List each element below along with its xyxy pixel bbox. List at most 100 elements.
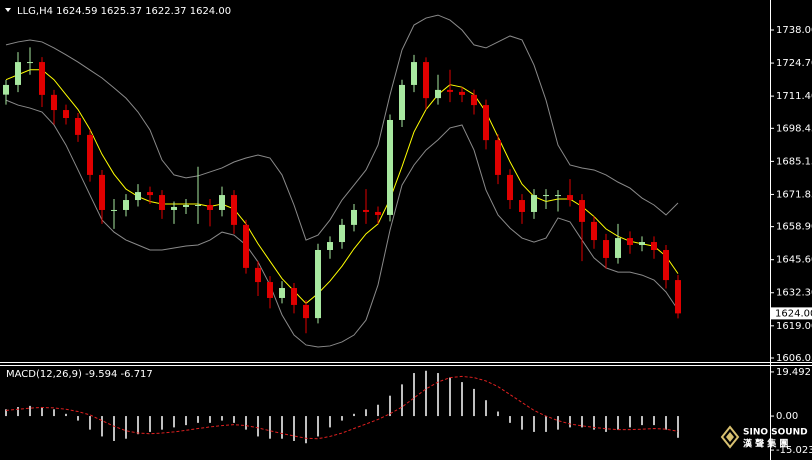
histogram-bar (581, 416, 583, 428)
candle-body (87, 134, 93, 175)
y-tick-label: 19.492 (776, 367, 811, 378)
histogram-bar (161, 416, 163, 430)
histogram-bar (317, 416, 319, 437)
candle-body (435, 89, 441, 99)
candle-body (675, 280, 681, 314)
histogram-bar (233, 416, 235, 423)
histogram-bar (413, 373, 415, 417)
candle-body (207, 204, 213, 210)
candle-body (639, 242, 645, 246)
y-tick-label: 1685.15 (776, 156, 812, 167)
indicator-line (5, 14, 679, 241)
menu-triangle (5, 8, 11, 12)
candle-body (459, 91, 465, 95)
y-tick-label: 1724.70 (776, 58, 812, 69)
candle-body (399, 84, 405, 120)
candle-body (567, 195, 573, 201)
candle-body (39, 62, 45, 95)
candle-body (51, 94, 57, 111)
histogram-bar (485, 400, 487, 417)
last-price-label: 1624.00 (775, 308, 812, 319)
histogram-bar (257, 416, 259, 437)
candle-body (591, 221, 597, 241)
histogram-bar (677, 416, 679, 438)
candle-body (111, 209, 117, 211)
candle-body (123, 200, 129, 210)
histogram-bar (5, 409, 7, 417)
candle-body (543, 195, 549, 197)
y-tick-label: 0.00 (776, 411, 798, 422)
histogram-bar (557, 416, 559, 430)
indicator-line (5, 69, 679, 305)
candle-body (663, 249, 669, 281)
candle-body (63, 110, 69, 118)
histogram-bar (41, 407, 43, 417)
y-tick-label: 1619.00 (776, 321, 812, 332)
histogram-bar (101, 416, 103, 437)
histogram-bar (305, 416, 307, 444)
histogram-bar (173, 416, 175, 428)
histogram-bar (665, 416, 667, 430)
histogram-bar (605, 416, 607, 432)
histogram-bar (593, 416, 595, 430)
y-tick-label: 1658.90 (776, 222, 812, 233)
histogram-bar (629, 416, 631, 428)
histogram-bar (65, 413, 67, 417)
candle-body (651, 242, 657, 250)
candle-body (519, 200, 525, 212)
histogram-bar (437, 373, 439, 417)
candle-body (231, 195, 237, 225)
logo: SINO SOUND 漢 聲 集 團 (720, 425, 808, 450)
histogram-bar (137, 416, 139, 435)
candle-body (27, 62, 33, 64)
candle-body (147, 192, 153, 196)
histogram-bar (29, 405, 31, 417)
histogram-bar (89, 416, 91, 430)
candle-body (411, 62, 417, 85)
candle-body (495, 140, 501, 175)
candle-body (339, 224, 345, 243)
candle-body (159, 195, 165, 210)
histogram-bar (269, 416, 271, 439)
candle-body (267, 282, 273, 298)
candle-body (471, 94, 477, 106)
histogram-bar (197, 416, 199, 423)
histogram-bar (353, 413, 355, 417)
last-price-box (771, 307, 812, 320)
candle-body (75, 117, 81, 135)
y-tick-label: 1671.85 (776, 189, 812, 200)
histogram-bar (653, 416, 655, 426)
histogram-bar (185, 416, 187, 426)
candle-body (195, 204, 201, 206)
histogram-bar (113, 416, 115, 441)
y-tick-label: 1698.45 (776, 123, 812, 134)
indicator-line (5, 99, 679, 348)
histogram-bar (389, 395, 391, 417)
y-tick-label: 1738.00 (776, 25, 812, 36)
histogram-bar (77, 416, 79, 421)
histogram-bar (209, 416, 211, 423)
candle-body (615, 238, 621, 258)
candle-body (507, 174, 513, 201)
logo-text: 漢 聲 集 團 (743, 438, 788, 450)
histogram-bar (365, 409, 367, 417)
histogram-bar (125, 416, 127, 439)
candle-body (555, 195, 561, 197)
histogram-bar (341, 416, 343, 421)
candle-body (135, 192, 141, 201)
chart-title: LLG,H4 1624.59 1625.37 1622.37 1624.00 (17, 6, 231, 17)
histogram-bar (473, 388, 475, 417)
candle-body (171, 206, 177, 210)
candle-body (279, 288, 285, 298)
histogram-bar (533, 416, 535, 432)
candle-body (351, 209, 357, 225)
histogram-bar (497, 411, 499, 417)
candle-body (447, 89, 453, 92)
histogram-bar (329, 416, 331, 428)
y-tick-label: 1645.60 (776, 255, 812, 266)
candle-body (255, 267, 261, 283)
candle-body (603, 240, 609, 258)
